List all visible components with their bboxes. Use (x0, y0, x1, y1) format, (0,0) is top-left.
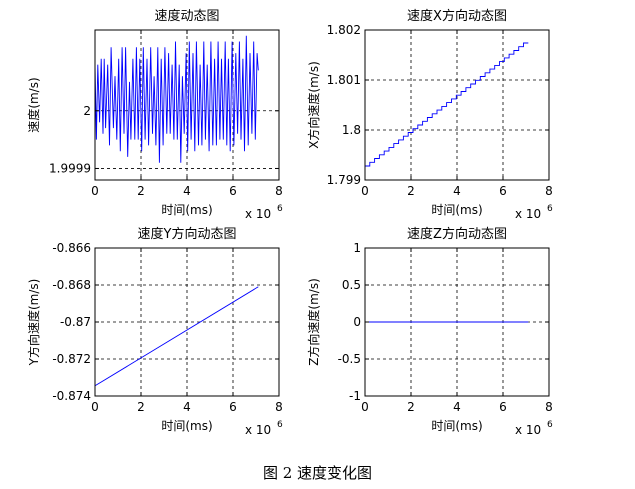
y-tick-label: 2 (83, 104, 91, 118)
x-axis-label: 时间(ms) (431, 419, 482, 433)
y-tick-label: 1.799 (327, 173, 361, 187)
x-tick-label: 6 (229, 400, 237, 414)
x-axis-exponent: x 10 (515, 207, 541, 221)
x-tick-label: 4 (453, 400, 461, 414)
x-tick-label: 2 (137, 400, 145, 414)
x-axis-label: 时间(ms) (161, 419, 212, 433)
x-axis-exponent: x 10 (245, 423, 271, 437)
chart-title: 速度Z方向动态图 (407, 226, 507, 242)
y-tick-label: -1 (349, 389, 361, 403)
y-axis-label: X方向速度(m/s) (306, 61, 321, 149)
y-tick-label: 0.5 (342, 278, 361, 292)
x-axis-exponent: x 10 (515, 423, 541, 437)
x-axis-exponent-power: 6 (547, 420, 553, 430)
y-tick-label: 0 (353, 315, 361, 329)
x-tick-label: 2 (137, 184, 145, 198)
x-axis-exponent-power: 6 (277, 204, 283, 214)
x-tick-label: 2 (407, 400, 415, 414)
y-axis-label: Y方向速度(m/s) (26, 279, 41, 367)
y-axis-label: Z方向速度(m/s) (306, 278, 321, 366)
x-tick-label: 0 (361, 184, 369, 198)
x-tick-label: 0 (361, 400, 369, 414)
x-tick-label: 8 (275, 400, 283, 414)
x-axis-exponent: x 10 (245, 207, 271, 221)
x-axis-exponent-power: 6 (277, 420, 283, 430)
series-line (94, 35, 259, 163)
series-line (94, 286, 259, 387)
chart-3: 0 2 4 6 8 -0.874 -0.872 -0.87 -0.868 -0.866 速度Y方向动… (26, 226, 283, 437)
x-tick-label: 0 (91, 400, 99, 414)
y-tick-label: -0.868 (52, 278, 91, 292)
x-tick-label: 6 (499, 400, 507, 414)
x-tick-label: 6 (229, 184, 237, 198)
x-tick-label: 4 (183, 400, 191, 414)
x-tick-label: 6 (499, 184, 507, 198)
x-tick-label: 8 (275, 184, 283, 198)
x-axis-label: 时间(ms) (431, 203, 482, 217)
x-tick-label: 8 (545, 184, 553, 198)
x-axis-exponent-power: 6 (547, 204, 553, 214)
y-tick-label: -0.874 (52, 389, 91, 403)
chart-title: 速度Y方向动态图 (138, 226, 237, 242)
chart-title: 速度动态图 (154, 8, 219, 24)
y-tick-label: -0.5 (338, 352, 361, 366)
y-tick-label: 1.802 (327, 23, 361, 37)
y-tick-label: 1.801 (327, 73, 361, 87)
y-tick-label: 1 (353, 241, 361, 255)
y-tick-label: 1.8 (342, 123, 361, 137)
series-line (365, 42, 529, 167)
x-tick-label: 0 (91, 184, 99, 198)
x-tick-label: 4 (453, 184, 461, 198)
y-tick-label: -0.872 (52, 352, 91, 366)
x-tick-label: 4 (183, 184, 191, 198)
figure-caption: 图 2 速度变化图 (262, 464, 373, 482)
x-tick-label: 2 (407, 184, 415, 198)
y-tick-label: -0.87 (60, 315, 91, 329)
y-axis-label: 速度(m/s) (26, 77, 41, 132)
y-tick-label: -0.866 (52, 241, 91, 255)
x-axis-label: 时间(ms) (161, 203, 212, 217)
y-tick-label: 1.9999 (49, 161, 91, 175)
chart-title: 速度X方向动态图 (407, 8, 507, 24)
x-tick-label: 8 (545, 400, 553, 414)
